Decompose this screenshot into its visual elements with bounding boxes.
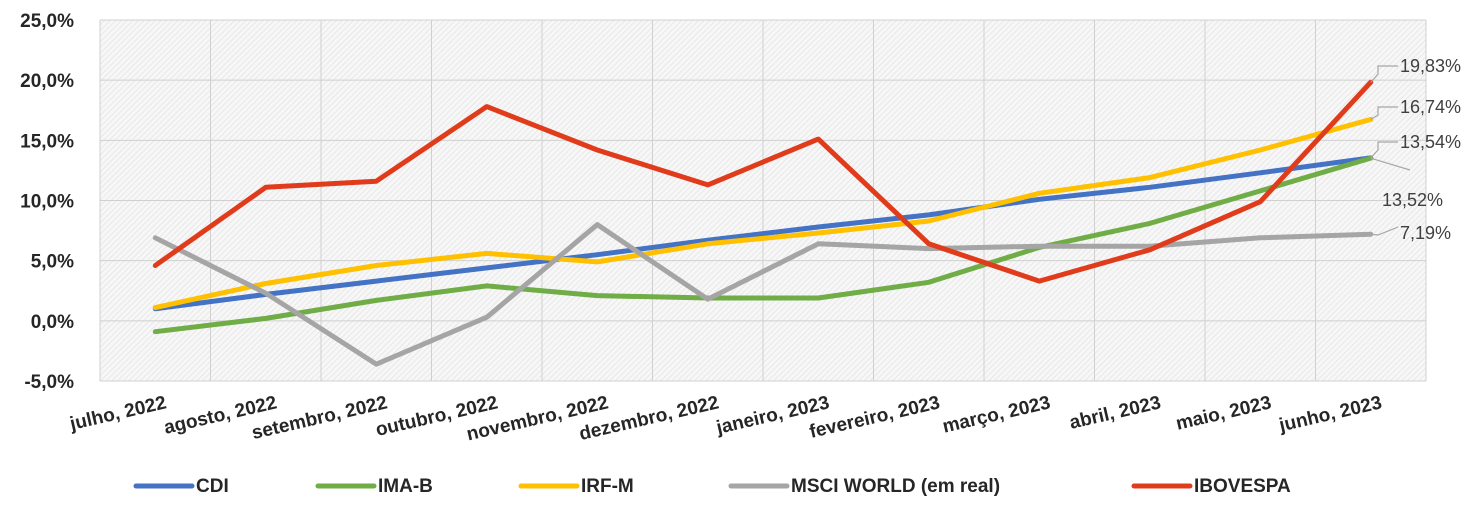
end-value-label: 7,19% [1400, 223, 1451, 243]
legend-label: IRF-M [581, 476, 634, 497]
x-tick-label: abril, 2023 [1068, 392, 1163, 433]
y-axis-ticks: -5,0% 0,0% 5,0% 10,0% 15,0% 20,0% 25,0% [20, 11, 74, 393]
y-tick-label: 25,0% [20, 11, 74, 32]
end-value-label: 16,74% [1400, 97, 1461, 117]
end-value-label: 13,52% [1382, 190, 1443, 210]
series-line [152, 155, 1374, 335]
legend: CDI IMA-B IRF-M MSCI WORLD (em real) IBOVESP… [133, 476, 1291, 497]
y-tick-label: 5,0% [31, 252, 74, 273]
legend-label: CDI [196, 476, 229, 497]
y-tick-label: -5,0% [24, 372, 74, 393]
series-line [152, 222, 1374, 367]
x-tick-label: maio, 2023 [1174, 392, 1273, 434]
series-line [152, 155, 1374, 312]
x-tick-label: julho, 2022 [67, 392, 168, 435]
end-value-label: 13,54% [1400, 132, 1461, 152]
leader-line [1370, 65, 1398, 83]
leader-line [1370, 106, 1398, 120]
legend-label: IBOVESPA [1194, 476, 1291, 497]
end-value-label: 19,83% [1400, 56, 1461, 76]
y-tick-label: 0,0% [31, 312, 74, 333]
leader-line [1370, 141, 1398, 159]
series-lines [152, 79, 1374, 367]
end-labels: 13,54% 13,52% 16,74% 7,19% 19,83% [1370, 56, 1461, 243]
leader-line [1370, 226, 1399, 236]
legend-label: IMA-B [378, 476, 433, 497]
legend-label: MSCI WORLD (em real) [791, 476, 1000, 497]
series-line [152, 79, 1374, 284]
y-tick-label: 15,0% [20, 131, 74, 152]
x-tick-label: junho, 2023 [1276, 392, 1384, 436]
leader-line [1370, 157, 1411, 171]
grid-lines [99, 19, 1427, 382]
series-line [152, 116, 1374, 311]
y-tick-label: 20,0% [20, 71, 74, 92]
x-tick-label: março, 2023 [941, 392, 1053, 437]
y-tick-label: 10,0% [20, 192, 74, 213]
